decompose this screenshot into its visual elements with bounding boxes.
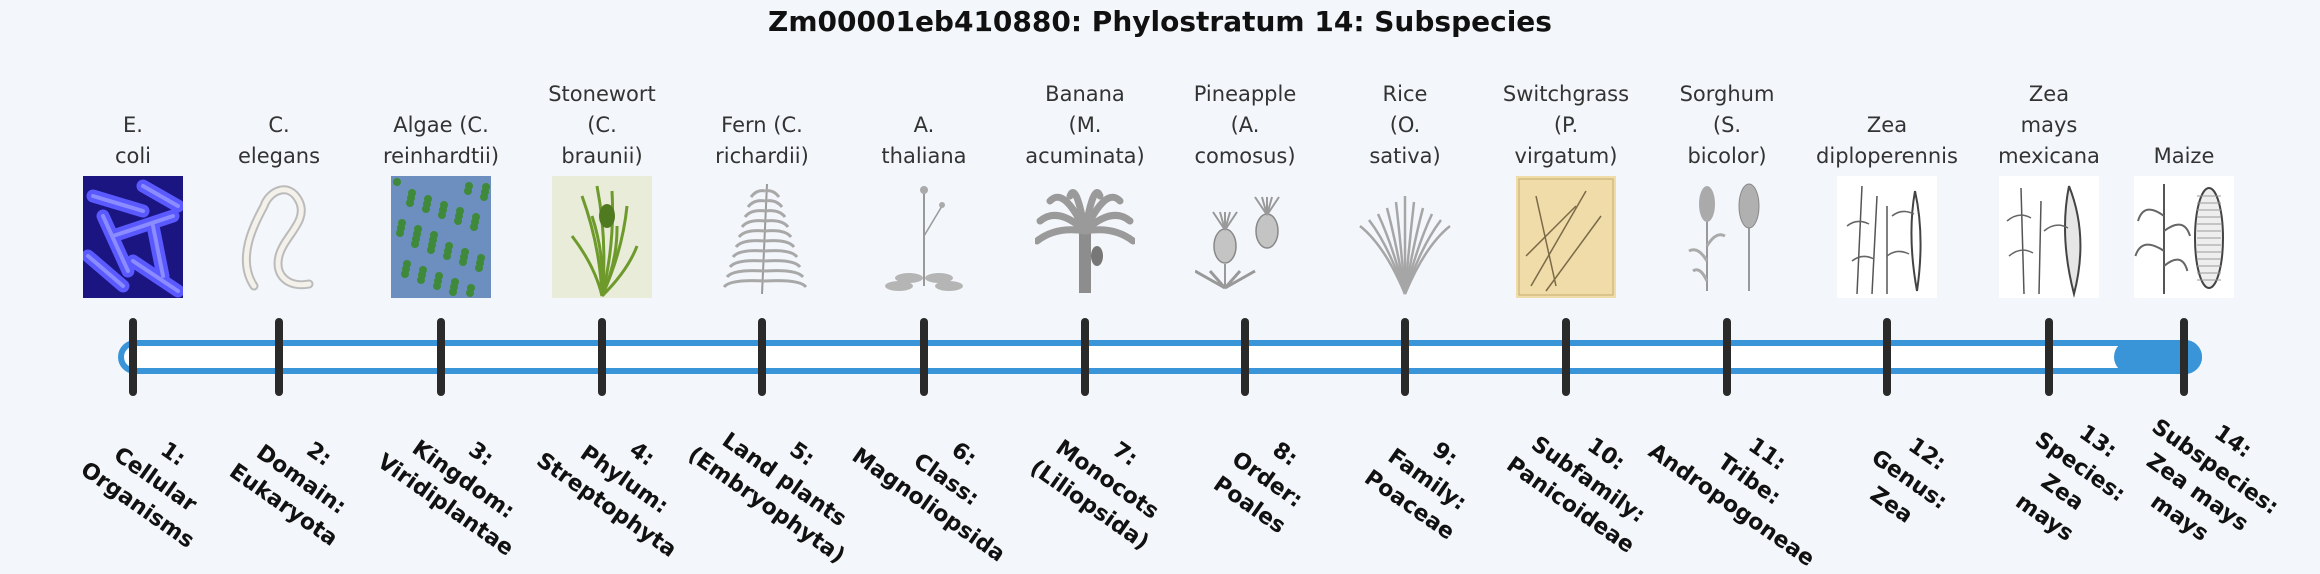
organism-name: Rice (O. sativa) [1320, 72, 1490, 172]
stratum-tick [598, 318, 606, 396]
stratum-tick [920, 318, 928, 396]
organism-name-line: Sorghum [1679, 82, 1775, 106]
organism-name: A. thaliana [839, 72, 1009, 172]
organism-name-line: mays [2020, 113, 2078, 137]
switchgrass-image-drawing [1516, 176, 1616, 298]
stratum-tick [437, 318, 445, 396]
banana-image-drawing [1035, 189, 1135, 293]
page-title: Zm00001eb410880: Phylostratum 14: Subspe… [768, 5, 1552, 38]
rice-image-drawing [1359, 196, 1451, 295]
stratum-tick [2180, 318, 2188, 396]
organism-name: Banana (M. acuminata) [1000, 72, 1170, 172]
organism-name-line: C. [268, 113, 290, 137]
stratum-tick [129, 318, 137, 396]
organism-name-line: E. [123, 113, 143, 137]
fern-image [712, 176, 812, 298]
organism-name-line: Fern (C. [721, 113, 803, 137]
stratum-tick [1562, 318, 1570, 396]
organism-name: Fern (C. richardii) [677, 72, 847, 172]
pineapple-image-drawing [1195, 196, 1280, 290]
organism-name-line: (M. [1068, 113, 1102, 137]
organism-name-line: reinhardtii) [382, 144, 500, 168]
organism-name-line: A. [913, 113, 935, 137]
sorghum-image [1677, 176, 1777, 298]
stratum-tick [1081, 318, 1089, 396]
organism-name: E. coli [48, 72, 218, 172]
organism-name: Switchgrass (P. virgatum) [1481, 72, 1651, 172]
switchgrass-image [1516, 176, 1616, 298]
organism-name-line: (P. [1553, 113, 1579, 137]
organism-name-line: thaliana [881, 144, 967, 168]
e-coli-image [83, 176, 183, 298]
e-coli-image-drawing [83, 176, 183, 298]
algae-image-drawing [391, 176, 491, 298]
arabidopsis-image-drawing [885, 186, 963, 291]
maize-image-drawing [2134, 176, 2234, 298]
algae-image [391, 176, 491, 298]
organism-name-line: (A. [1230, 113, 1260, 137]
stratum-tick [2045, 318, 2053, 396]
organism-name: C. elegans [194, 72, 364, 172]
current-stratum-indicator [2114, 340, 2202, 374]
organism-name-line: Zea [2028, 82, 2070, 106]
organism-name-line: Zea [1866, 113, 1908, 137]
stratum-tick [758, 318, 766, 396]
zea-diploperennis-image-drawing [1837, 176, 1937, 298]
c-elegans-image-drawing [241, 185, 314, 291]
organism-name-line: braunii) [561, 144, 643, 168]
organism-name-line: Stonewort [548, 82, 656, 106]
organism-name-line: Maize [2153, 144, 2215, 168]
stratum-tick [275, 318, 283, 396]
organism-name-line: (C. [587, 113, 617, 137]
organism-name-line: acuminata) [1025, 144, 1145, 168]
organism-name-line: elegans [237, 144, 321, 168]
banana-image [1035, 176, 1135, 298]
organism-name-line: mexicana [1998, 144, 2100, 168]
organism-name-line: Switchgrass [1502, 82, 1630, 106]
organism-name-line: Algae (C. [393, 113, 489, 137]
stratum-tick [1883, 318, 1891, 396]
phylostratum-progress-bar [118, 340, 2202, 374]
fern-image-drawing [722, 183, 808, 295]
organism-name: Algae (C. reinhardtii) [356, 72, 526, 172]
zea-mays-mexicana-image-drawing [1999, 176, 2099, 298]
organism-name-line: sativa) [1369, 144, 1441, 168]
organism-name-line: comosus) [1194, 144, 1296, 168]
stratum-tick [1401, 318, 1409, 396]
sorghum-image-drawing [1688, 183, 1760, 291]
organism-name-line: Pineapple [1193, 82, 1297, 106]
stonewort-image-drawing [552, 176, 652, 298]
stratum-tick [1241, 318, 1249, 396]
stratum-tick [1723, 318, 1731, 396]
organism-name-line: diploperennis [1816, 144, 1958, 168]
organism-name-line: bicolor) [1687, 144, 1767, 168]
organism-name: Stonewort (C. braunii) [517, 72, 687, 172]
organism-name: Sorghum (S. bicolor) [1642, 72, 1812, 172]
organism-name: Maize [2099, 72, 2269, 172]
stonewort-image [552, 176, 652, 298]
zea-diploperennis-image [1837, 176, 1937, 298]
organism-name-line: coli [114, 144, 152, 168]
zea-mays-mexicana-image [1999, 176, 2099, 298]
arabidopsis-image [874, 176, 974, 298]
rice-image [1355, 176, 1455, 298]
pineapple-image [1195, 176, 1295, 298]
organism-name-line: virgatum) [1514, 144, 1618, 168]
organism-name-line: richardii) [715, 144, 809, 168]
organism-name: Zea diploperennis [1802, 72, 1972, 172]
organism-name-line: (S. [1712, 113, 1742, 137]
c-elegans-image [229, 176, 329, 298]
organism-name-line: Rice [1382, 82, 1428, 106]
organism-name-line: Banana [1045, 82, 1125, 106]
organism-name: Pineapple (A. comosus) [1160, 72, 1330, 172]
maize-image [2134, 176, 2234, 298]
organism-name-line: (O. [1389, 113, 1421, 137]
organism-name: Zea mays mexicana [1964, 72, 2134, 172]
